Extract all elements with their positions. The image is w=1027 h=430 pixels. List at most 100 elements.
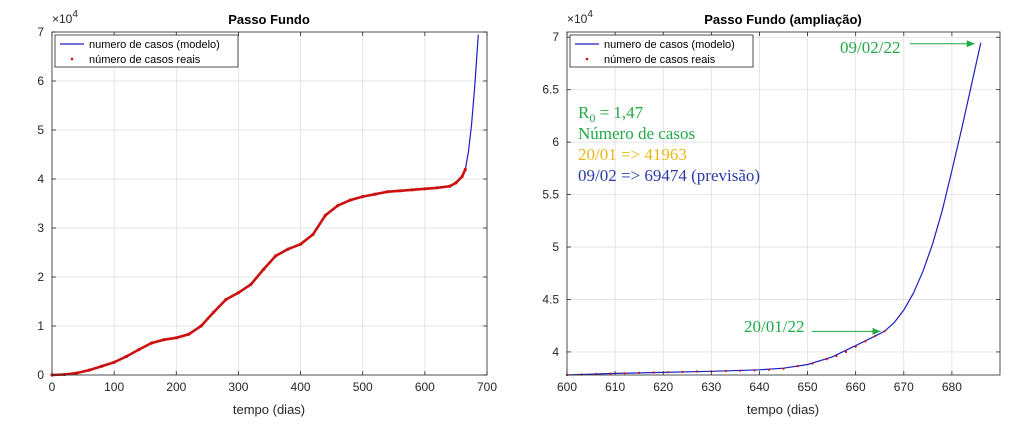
grid-right xyxy=(566,32,1000,375)
data-point-real-left xyxy=(373,192,377,196)
data-point-real-left xyxy=(410,188,414,192)
legend-label-model-left: numero de casos (modelo) xyxy=(89,39,220,51)
exponent-power-left: 4 xyxy=(72,9,78,20)
annotation-real-value: 20/01 => 41963 xyxy=(578,145,687,164)
chart-left: 0 100 200 300 400 500 600 700 0 1 2 3 4 5 6 7 Passo Fun… xyxy=(37,9,497,417)
data-point-real-left xyxy=(112,360,116,364)
data-point-real-left xyxy=(199,324,203,328)
data-point-real-left xyxy=(386,190,390,194)
x-tick-label-left: 0 xyxy=(49,380,56,394)
data-point-real-left xyxy=(162,338,166,342)
data-point-real-right xyxy=(873,335,877,338)
ticks-right: 600 610 620 630 640 650 660 670 680 4 4.5 5 5.5 6 6.5 7 xyxy=(542,30,1000,394)
data-point-real-right xyxy=(623,372,626,375)
x-tick-label-left: 700 xyxy=(477,380,497,394)
arrow-top-label: 09/02/22 xyxy=(840,38,900,57)
y-tick-label-right: 6.5 xyxy=(542,83,559,97)
y-tick-label-right: 7 xyxy=(552,30,559,44)
data-point-real-left xyxy=(435,186,439,190)
ticks-left: 0 100 200 300 400 500 600 700 0 1 2 3 4 5 6 7 xyxy=(37,25,497,394)
y-tick-label-left: 0 xyxy=(37,368,44,382)
x-tick-label-right: 680 xyxy=(942,380,962,394)
annotation-r0: R0 = 1,47 xyxy=(578,103,644,125)
data-point-real-right xyxy=(768,368,771,371)
plot-area-right xyxy=(567,32,1000,375)
data-point-real-right xyxy=(796,365,800,368)
y-tick-label-right: 4.5 xyxy=(542,292,559,306)
data-point-real-left xyxy=(224,297,228,302)
y-tick-label-right: 5 xyxy=(552,240,559,254)
x-tick-label-right: 600 xyxy=(557,380,577,394)
data-point-real-left xyxy=(100,364,104,368)
data-point-real-left xyxy=(149,341,153,345)
series-left xyxy=(50,34,479,377)
y-tick-label-right: 6 xyxy=(552,135,559,149)
grid-left xyxy=(51,31,488,376)
data-point-real-right xyxy=(609,372,612,375)
legend-label-model-right: numero de casos (modelo) xyxy=(604,39,735,51)
plot-area-left xyxy=(52,32,487,375)
data-point-real-left xyxy=(454,181,458,185)
y-tick-label-left: 2 xyxy=(37,270,44,284)
data-point-real-right xyxy=(652,371,655,374)
x-axis-label-left: tempo (dias) xyxy=(233,402,305,417)
data-point-real-left xyxy=(423,187,427,191)
data-point-real-left xyxy=(286,247,290,251)
arrow-top-head xyxy=(966,40,975,48)
legend-label-real-right: número de casos reais xyxy=(604,54,716,66)
data-point-real-left xyxy=(174,336,178,340)
legend-right: numero de casos (modelo) número de casos… xyxy=(569,34,754,68)
x-tick-label-left: 200 xyxy=(166,380,186,394)
arrow-bottom-head xyxy=(872,327,881,335)
legend-left: numero de casos (modelo) número de casos… xyxy=(54,34,239,68)
y-tick-label-right: 4 xyxy=(552,345,559,359)
y-tick-label-left: 3 xyxy=(37,221,44,235)
data-point-real-left xyxy=(75,371,79,375)
annotation-r0-value: = 1,47 xyxy=(595,103,643,122)
x-tick-label-left: 600 xyxy=(415,380,435,394)
data-point-real-left xyxy=(62,372,66,377)
axes-box-right xyxy=(566,31,1001,376)
exponent-base-right: ×10 xyxy=(567,12,588,26)
data-point-real-left xyxy=(137,347,141,352)
data-point-real-left xyxy=(299,242,303,246)
data-point-real-right xyxy=(695,370,699,373)
y-tick-label-left: 6 xyxy=(37,74,44,88)
axes-box-left xyxy=(51,31,488,376)
data-point-real-left xyxy=(323,213,327,217)
data-point-real-left xyxy=(463,167,467,171)
data-point-real-right xyxy=(666,371,670,374)
annotation-cases-title: Número de casos xyxy=(578,124,695,143)
data-point-real-right xyxy=(724,369,727,373)
annotation-r0-subscript: 0 xyxy=(589,111,595,125)
exponent-label-right: ×104 xyxy=(567,9,593,26)
y-tick-label-left: 7 xyxy=(37,25,44,39)
legend-box-right xyxy=(569,34,754,68)
series-trace-real-left xyxy=(51,168,467,377)
data-point-real-right xyxy=(811,362,814,365)
x-axis-label-right: tempo (dias) xyxy=(747,402,819,417)
data-point-real-right xyxy=(681,370,684,373)
data-point-real-left xyxy=(87,368,91,372)
data-point-real-left xyxy=(311,232,315,236)
x-tick-label-right: 620 xyxy=(653,380,673,394)
chart-right: 600 610 620 630 640 650 660 670 680 4 4.5 5 5.5 6 6.5 7… xyxy=(542,9,1001,417)
data-point-real-left xyxy=(361,195,365,199)
exponent-base-left: ×10 xyxy=(52,12,73,26)
data-point-real-right xyxy=(883,330,886,333)
data-point-real-right xyxy=(753,369,756,372)
y-tick-label-left: 1 xyxy=(37,319,44,333)
data-point-real-right xyxy=(844,350,848,353)
x-tick-label-right: 640 xyxy=(749,380,769,394)
legend-box-left xyxy=(54,34,239,68)
data-point-real-left xyxy=(261,268,265,272)
legend-swatch-real-right xyxy=(585,57,589,61)
annotation-r0-symbol: R xyxy=(578,103,590,122)
x-tick-label-right: 630 xyxy=(701,380,721,394)
data-point-real-left xyxy=(348,198,352,202)
legend-label-real-left: número de casos reais xyxy=(89,54,201,66)
data-point-real-left xyxy=(249,282,253,286)
data-point-real-right xyxy=(594,372,598,376)
annotation-forecast-value: 09/02 => 69474 (previsão) xyxy=(578,166,760,185)
